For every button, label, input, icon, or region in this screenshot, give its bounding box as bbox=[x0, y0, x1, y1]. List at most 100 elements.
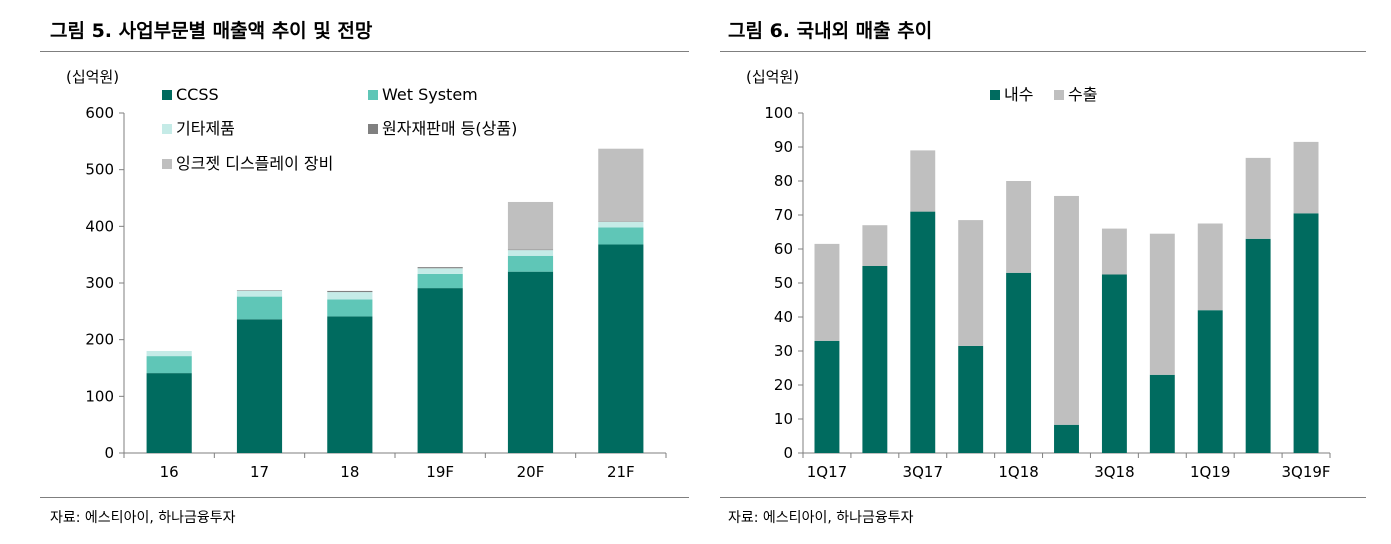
legend-label: 기타제품 bbox=[176, 119, 235, 138]
y-unit-label: (십억원) bbox=[746, 68, 799, 86]
legend-label: 원자재판매 등(상품) bbox=[382, 119, 517, 138]
bar-segment-series-1 bbox=[146, 356, 192, 374]
bar-segment-primary bbox=[1054, 424, 1079, 453]
bar-segment-primary bbox=[507, 271, 554, 453]
y-tick-label: 30 bbox=[774, 342, 793, 360]
bar-segment-series-2 bbox=[327, 292, 373, 300]
bar-segment-series-1 bbox=[417, 273, 463, 289]
bar-segment-primary bbox=[417, 288, 463, 453]
bar-segment-primary bbox=[1101, 274, 1127, 453]
y-tick-label: 70 bbox=[774, 206, 793, 224]
bar-segment-primary bbox=[958, 345, 984, 453]
bar-segment-series-1 bbox=[958, 220, 984, 346]
legend-swatch bbox=[368, 90, 378, 100]
bar-segment-primary bbox=[236, 319, 283, 453]
y-tick-label: 500 bbox=[85, 161, 114, 179]
bar-segment-primary bbox=[327, 316, 373, 453]
bar-segment-primary bbox=[146, 373, 192, 453]
y-tick-label: 300 bbox=[85, 274, 114, 292]
revenue-by-segment-chart: (십억원) 0 100 200 300 400 500 600 16 17 18 19F 20F 21F C… bbox=[66, 68, 667, 481]
bar-segment-series-1 bbox=[507, 255, 554, 272]
legend-label: 수출 bbox=[1068, 85, 1097, 104]
bar-segment-series-1 bbox=[1006, 181, 1032, 273]
bar-segment-series-3 bbox=[327, 290, 373, 293]
bar-segment-primary bbox=[1293, 213, 1319, 453]
x-tick-label: 18 bbox=[340, 463, 359, 481]
y-unit-label: (십억원) bbox=[66, 68, 119, 86]
bar-segment-primary bbox=[862, 266, 888, 453]
x-tick-label: 3Q19F bbox=[1282, 463, 1331, 481]
y-tick-label: 0 bbox=[104, 444, 114, 462]
bar-segment-series-1 bbox=[862, 225, 888, 266]
legend-swatch bbox=[162, 124, 172, 134]
y-tick-label: 10 bbox=[774, 410, 793, 428]
x-tick-label: 21F bbox=[607, 463, 635, 481]
bar-segment-series-1 bbox=[1149, 233, 1175, 375]
y-tick-label: 40 bbox=[774, 308, 793, 326]
figure-6-title: 그림 6. 국내외 매출 추이 bbox=[728, 20, 933, 42]
bar-segment-series-1 bbox=[1101, 228, 1127, 275]
y-tick-label: 0 bbox=[783, 444, 793, 462]
bar-segment-series-1 bbox=[910, 150, 936, 212]
y-tick-label: 20 bbox=[774, 376, 793, 394]
bar-segment-series-1 bbox=[327, 299, 373, 317]
x-tick-label: 3Q18 bbox=[1094, 463, 1134, 481]
bar-segment-primary bbox=[1149, 374, 1175, 453]
y-tick-label: 400 bbox=[85, 217, 114, 235]
bar-segment-series-1 bbox=[814, 243, 840, 341]
legend-label: Wet System bbox=[382, 85, 478, 104]
figure-5-bottom-rule bbox=[40, 497, 689, 498]
figure-6-bottom-rule bbox=[720, 497, 1366, 498]
figure-6-panel: 그림 6. 국내외 매출 추이 (십억원) 0 10 20 30 40 50 60 70 80 90… bbox=[700, 0, 1391, 544]
figure-6-top-rule bbox=[720, 51, 1366, 52]
bar-segment-series-1 bbox=[1054, 195, 1079, 425]
bar-segment-series-1 bbox=[1245, 157, 1271, 239]
bar-segment-series-2 bbox=[598, 221, 644, 228]
legend-swatch bbox=[990, 90, 1000, 100]
y-tick-label: 200 bbox=[85, 331, 114, 349]
figure-6-source: 자료: 에스티아이, 하나금융투자 bbox=[728, 510, 914, 526]
y-tick-label: 50 bbox=[774, 274, 793, 292]
bar-segment-primary bbox=[1006, 272, 1032, 453]
legend-label: 내수 bbox=[1004, 85, 1033, 104]
x-tick-label: 20F bbox=[517, 463, 545, 481]
y-tick-label: 100 bbox=[764, 104, 793, 122]
y-tick-label: 90 bbox=[774, 138, 793, 156]
figure-5-panel: 그림 5. 사업부문별 매출액 추이 및 전망 (십억원) 0 100 200 300 4… bbox=[0, 0, 690, 544]
bar-segment-series-1 bbox=[1293, 141, 1319, 214]
bar-segment-series-1 bbox=[598, 227, 644, 245]
figure-5-top-rule bbox=[40, 51, 689, 52]
legend-swatch bbox=[1054, 90, 1064, 100]
legend-label: 잉크젯 디스플레이 장비 bbox=[176, 154, 333, 173]
bar-segment-primary bbox=[598, 244, 644, 453]
bar-segment-primary bbox=[910, 211, 936, 453]
legend-swatch bbox=[162, 90, 172, 100]
legend-swatch bbox=[162, 159, 172, 169]
x-tick-label: 1Q19 bbox=[1190, 463, 1230, 481]
y-tick-label: 100 bbox=[85, 387, 114, 405]
bar-segment-series-2 bbox=[236, 290, 283, 297]
domestic-export-revenue-chart: (십억원) 0 10 20 30 40 50 60 70 80 90 100 1Q17 3Q17 1Q18 3… bbox=[746, 68, 1331, 481]
bar-segment-series-1 bbox=[1197, 223, 1223, 311]
x-tick-label: 17 bbox=[250, 463, 269, 481]
legend-label: CCSS bbox=[176, 85, 219, 104]
bar-segment-series-2 bbox=[507, 250, 554, 256]
x-tick-label: 19F bbox=[426, 463, 454, 481]
bar-segment-series-2 bbox=[146, 351, 192, 357]
figure-5-source: 자료: 에스티아이, 하나금융투자 bbox=[50, 510, 236, 526]
bar-segment-series-1 bbox=[236, 296, 283, 320]
bar-segment-primary bbox=[1245, 238, 1271, 453]
y-tick-label: 600 bbox=[85, 104, 114, 122]
x-tick-label: 16 bbox=[160, 463, 179, 481]
bar-segment-series-3 bbox=[236, 290, 283, 291]
y-tick-label: 80 bbox=[774, 172, 793, 190]
x-tick-label: 1Q17 bbox=[807, 463, 847, 481]
bar-segment-series-3 bbox=[417, 267, 463, 269]
bar-segment-series-3 bbox=[598, 221, 644, 222]
y-tick-label: 60 bbox=[774, 240, 793, 258]
figure-5-title: 그림 5. 사업부문별 매출액 추이 및 전망 bbox=[50, 20, 373, 42]
bar-segment-series-3 bbox=[507, 249, 554, 251]
x-tick-label: 3Q17 bbox=[903, 463, 943, 481]
bar-segment-primary bbox=[1197, 310, 1223, 453]
x-tick-label: 1Q18 bbox=[998, 463, 1038, 481]
